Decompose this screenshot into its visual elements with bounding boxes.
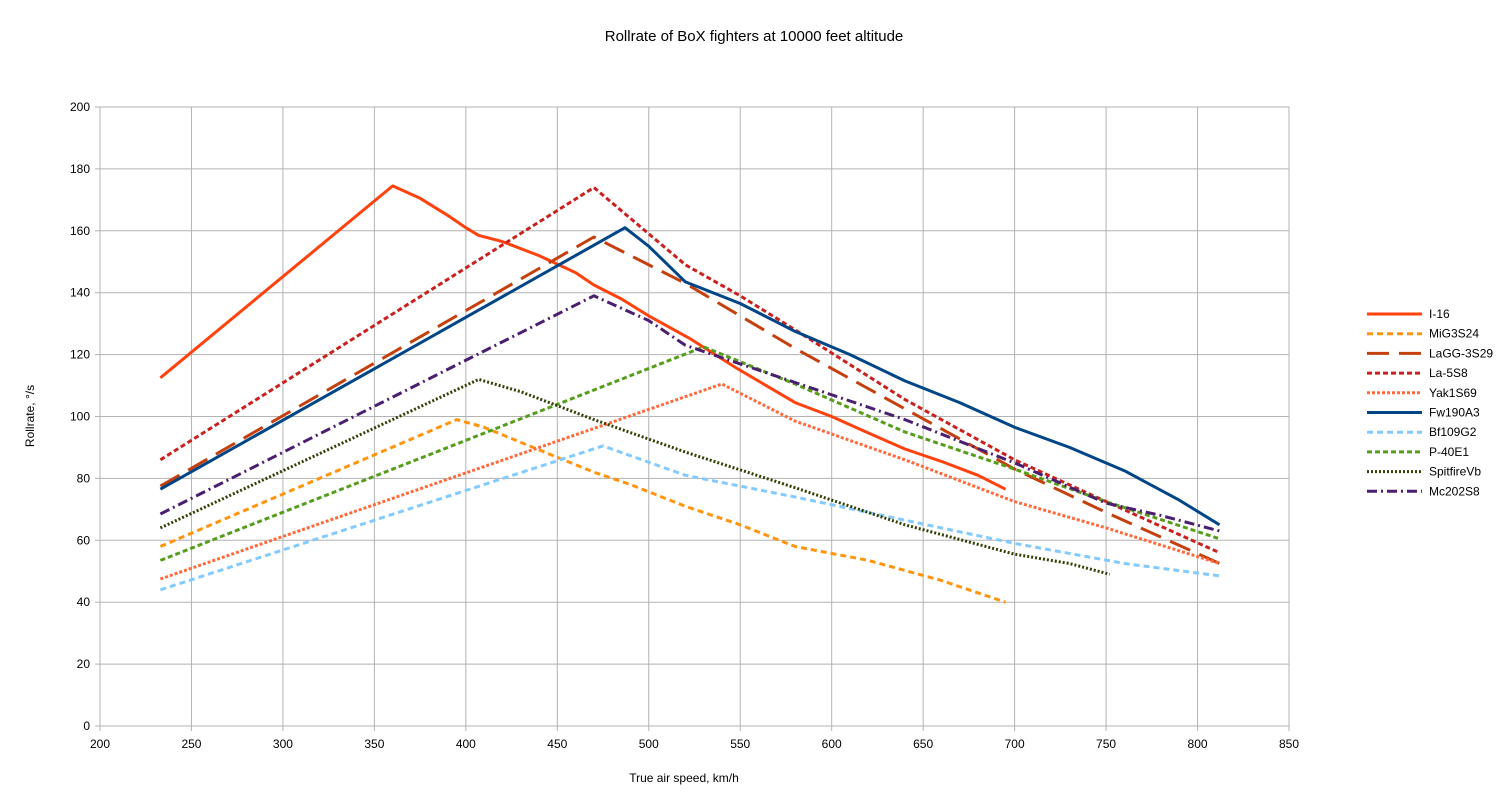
x-tick-label: 650 [913,737,933,751]
series-line-yak1s69 [159,382,1220,581]
x-tick-label: 600 [822,737,842,751]
y-tick-label: 120 [70,348,90,362]
x-axis-label: True air speed, km/h [629,771,739,785]
y-tick-label: 100 [70,410,90,424]
y-tick-label: 40 [77,595,91,609]
legend-label-mig3s24: MiG3S24 [1429,327,1479,341]
x-tick-label: 450 [547,737,567,751]
y-tick-label: 60 [77,533,91,547]
legend-label-spitfirevb: SpitfireVb [1429,465,1481,479]
y-axis-label: Rollrate, °/s [23,385,37,447]
x-tick-label: 550 [730,737,750,751]
legend-label-fw190a3: Fw190A3 [1429,406,1480,420]
legend-label-mc202s8: Mc202S8 [1429,484,1480,498]
y-tick-label: 160 [70,224,90,238]
series-line-p-40e1 [159,345,1220,562]
series-line-i-16 [159,184,1007,491]
legend-label-lagg-3s29: LaGG-3S29 [1429,346,1493,360]
legend-label-bf109g2: Bf109G2 [1429,425,1477,439]
chart-title: Rollrate of BoX fighters at 10000 feet a… [605,28,904,45]
y-tick-label: 80 [77,471,91,485]
series-layer [159,184,1221,604]
series-line-lagg-3s29 [159,235,1221,565]
x-tick-label: 400 [456,737,476,751]
legend-label-yak1s69: Yak1S69 [1429,386,1477,400]
legend-label-p-40e1: P-40E1 [1429,445,1469,459]
y-tick-label: 140 [70,286,90,300]
x-tick-label: 850 [1279,737,1299,751]
legend: I-16 MiG3S24 LaGG-3S29 La-5S8 Yak1S69 Fw190A3… [1367,307,1493,498]
x-tick-label: 800 [1188,737,1208,751]
y-tick-label: 200 [70,100,90,114]
legend-label-i-16: I-16 [1429,307,1450,321]
x-tick-label: 350 [364,737,384,751]
x-tick-label: 300 [273,737,293,751]
tick-layer: 200 250 300 350 400 450 500 550 600 650 700 750 800 8… [70,100,1299,751]
series-line-spitfirevb [159,377,1111,576]
series-line-fw190a3 [159,226,1221,527]
x-tick-label: 500 [639,737,659,751]
y-tick-label: 180 [70,162,90,176]
grid-layer [95,106,1290,731]
legend-label-la-5s8: La-5S8 [1429,366,1468,380]
x-tick-label: 750 [1096,737,1116,751]
series-line-mig3s24 [159,418,1006,604]
x-tick-label: 700 [1005,737,1025,751]
y-tick-label: 20 [77,657,91,671]
x-tick-label: 250 [181,737,201,751]
series-line-la-5s8 [159,186,1221,555]
series-line-mc202s8 [159,294,1220,533]
series-line-bf109g2 [159,444,1220,592]
y-tick-label: 0 [83,719,90,733]
x-tick-label: 200 [90,737,110,751]
